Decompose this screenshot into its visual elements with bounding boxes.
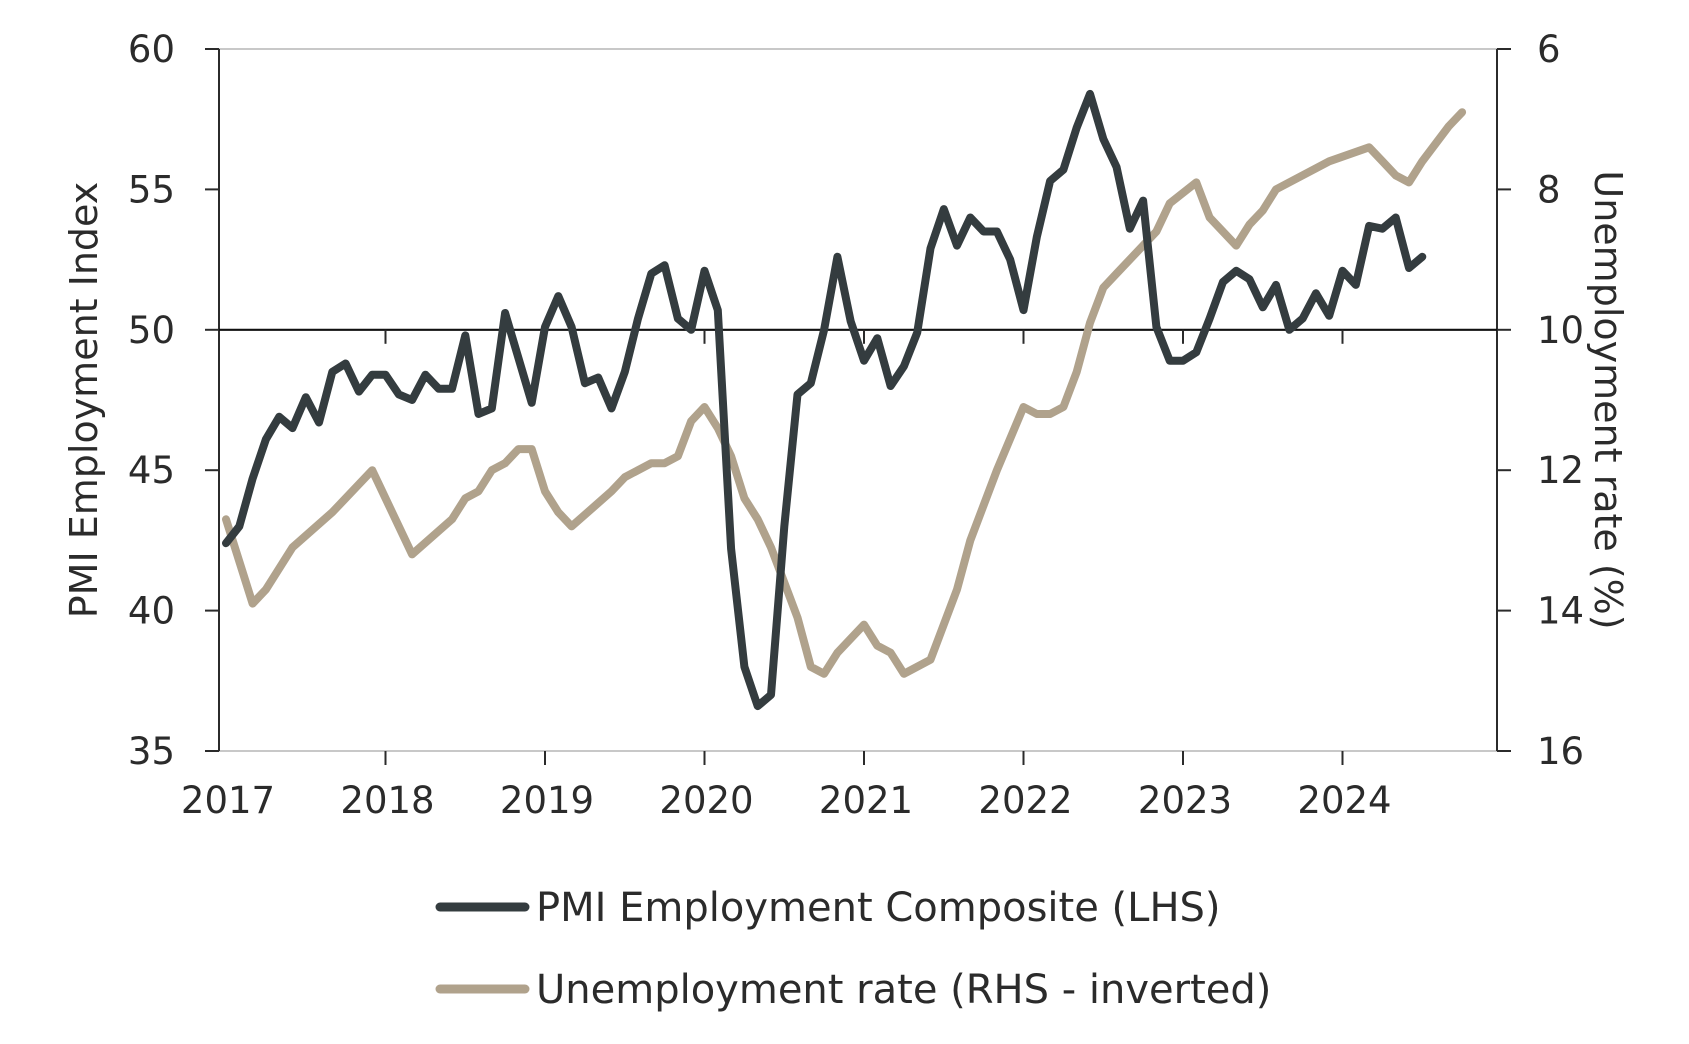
y-right-tick-label: 12 xyxy=(1537,449,1584,492)
legend-label-pmi: PMI Employment Composite (LHS) xyxy=(536,885,1221,931)
series-line-pmi xyxy=(222,89,1427,711)
series-line-unemployment xyxy=(222,108,1467,678)
x-tick-label: 2018 xyxy=(340,779,434,822)
y-left-tick-label: 40 xyxy=(128,590,175,633)
y-axis-left-title: PMI Employment Index xyxy=(62,182,106,619)
x-tick-label: 2017 xyxy=(181,779,275,822)
y-left-tick-label: 45 xyxy=(128,449,175,492)
y-left-tick-label: 50 xyxy=(128,309,175,352)
y-right-tick-label: 14 xyxy=(1537,590,1584,633)
x-tick-label: 2023 xyxy=(1138,779,1232,822)
x-tick-label: 2021 xyxy=(819,779,913,822)
y-left-tick-label: 35 xyxy=(128,730,175,773)
y-left-tick-label: 60 xyxy=(128,28,175,71)
x-tick-label: 2020 xyxy=(659,779,753,822)
y-right-tick-label: 16 xyxy=(1537,730,1584,773)
y-axis-right-title: Unemployment rate (%) xyxy=(1586,170,1630,629)
legend-label-unemployment: Unemployment rate (RHS - inverted) xyxy=(536,967,1271,1013)
x-tick-label: 2022 xyxy=(978,779,1072,822)
x-tick-label: 2019 xyxy=(500,779,594,822)
y-right-tick-label: 10 xyxy=(1537,309,1584,352)
x-tick-label: 2024 xyxy=(1297,779,1391,822)
plot-frame xyxy=(218,48,1498,752)
series-group xyxy=(222,89,1467,711)
y-left-tick-label: 55 xyxy=(128,168,175,211)
legend: PMI Employment Composite (LHS) Unemploym… xyxy=(435,885,1271,1013)
y-right-tick-label: 8 xyxy=(1537,168,1561,211)
y-right-tick-label: 6 xyxy=(1537,28,1561,71)
tick-group: 35 40 45 50 55 60 6 8 10 12 14 16 2017 2018 2019 2020 20… xyxy=(128,28,1584,822)
